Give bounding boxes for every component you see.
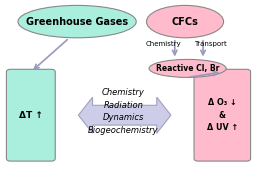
Text: Greenhouse Gases: Greenhouse Gases: [26, 17, 128, 27]
Text: Δ O₃ ↓
&
Δ UV ↑: Δ O₃ ↓ & Δ UV ↑: [207, 98, 238, 132]
Polygon shape: [78, 97, 171, 133]
Text: CFCs: CFCs: [172, 17, 198, 27]
Ellipse shape: [149, 59, 226, 77]
FancyBboxPatch shape: [194, 69, 251, 161]
FancyBboxPatch shape: [6, 69, 55, 161]
Text: Chemistry: Chemistry: [145, 41, 181, 47]
Ellipse shape: [18, 5, 136, 38]
Text: ΔT ↑: ΔT ↑: [19, 111, 43, 120]
Text: Reactive Cl, Br: Reactive Cl, Br: [156, 64, 219, 73]
Text: Chemistry
Radiation
Dynamics
Biogeochemistry: Chemistry Radiation Dynamics Biogeochemi…: [88, 88, 159, 135]
Text: Transport: Transport: [194, 41, 227, 47]
Ellipse shape: [146, 5, 224, 38]
